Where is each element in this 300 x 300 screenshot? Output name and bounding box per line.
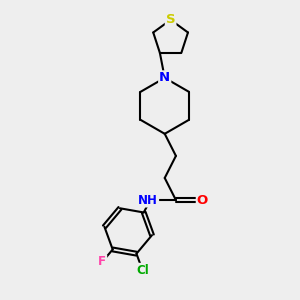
Text: F: F	[98, 255, 106, 268]
Text: S: S	[166, 14, 175, 26]
Text: O: O	[197, 194, 208, 207]
Text: Cl: Cl	[136, 264, 149, 277]
Text: NH: NH	[138, 194, 158, 207]
Text: N: N	[159, 71, 170, 84]
